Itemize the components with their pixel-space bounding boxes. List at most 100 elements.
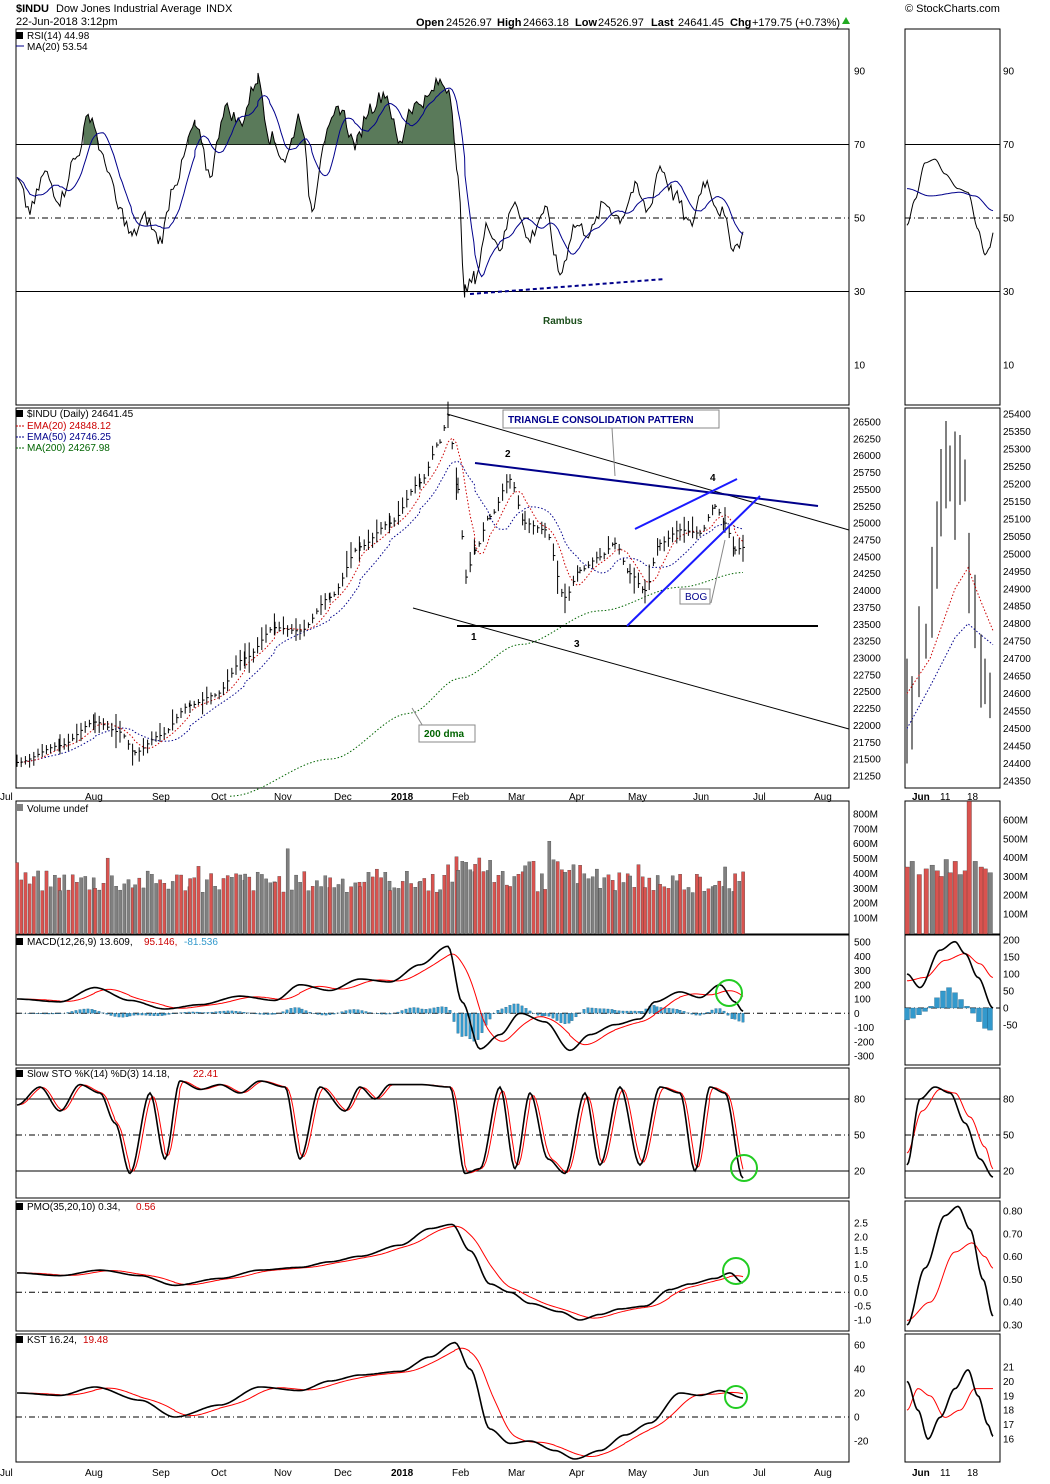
x-label-main: Jun — [693, 792, 709, 803]
x-label-bottom: May — [628, 1468, 647, 1479]
zoom-price-bars — [906, 420, 991, 764]
volume-bar — [563, 872, 567, 935]
macd-tick: 0 — [854, 1009, 860, 1020]
volume-bar — [277, 876, 282, 935]
volume-bar — [97, 889, 102, 935]
volume-bar — [126, 879, 131, 935]
volume-bar — [137, 877, 142, 935]
volume-bar — [606, 874, 611, 935]
macd-hist-bar — [206, 1012, 210, 1014]
price-tick: 25250 — [853, 502, 881, 513]
x-label-main: Jul — [753, 792, 766, 803]
price-zoom-tick: 24800 — [1003, 619, 1031, 630]
volume-bar — [426, 890, 431, 935]
macd-hist-bar — [563, 1013, 567, 1024]
price-zoom-tick: 24900 — [1003, 584, 1031, 595]
pmo-signal-line — [17, 1225, 744, 1319]
macd-hist-bar — [428, 1008, 432, 1014]
zoom-macd-hist-bar — [976, 1007, 982, 1022]
zoom-volume-bars — [904, 801, 993, 935]
pmo-zoom-tick: 0.40 — [1003, 1298, 1023, 1309]
kst-zoom-tick: 20 — [1003, 1377, 1015, 1388]
rsi-line — [16, 72, 744, 298]
x-label-main: Aug — [814, 792, 832, 803]
watermark: © StockCharts.com — [905, 3, 1000, 15]
volume-bar — [438, 889, 442, 935]
zoom-macd-hist-bar — [987, 1007, 993, 1031]
volume-bar — [658, 884, 662, 935]
macd-hist-bar — [388, 1013, 392, 1015]
volume-bar — [392, 887, 397, 935]
volume-bar — [336, 884, 341, 935]
macd-hist-bar — [500, 1008, 504, 1014]
volume-bar — [141, 887, 146, 935]
zoom-kst-signal-line — [906, 1388, 993, 1418]
zoom-volume-bar — [943, 859, 949, 935]
volume-bar — [560, 869, 564, 935]
price-zoom-tick: 24450 — [1003, 742, 1031, 753]
volume-bar — [422, 878, 427, 935]
volume-bar — [302, 871, 307, 935]
macd-zoom-tick: 50 — [1003, 987, 1015, 998]
rsi-zoom-ma-line — [906, 188, 994, 212]
macd-hist-bar — [376, 1013, 380, 1014]
macd-hist-bar — [324, 1013, 328, 1016]
volume-bar — [323, 875, 328, 935]
volume-bar — [383, 872, 388, 935]
macd-legend: MACD(12,26,9) 13.609, — [27, 937, 133, 948]
chart-header: $INDU Dow Jones Industrial Average INDX … — [16, 3, 1000, 29]
x-label-bottom: Apr — [569, 1468, 585, 1479]
zoom-ema50-line — [906, 623, 994, 729]
volume-bar — [19, 879, 24, 935]
macd-hist-bar — [47, 1013, 51, 1015]
zoom-sto-d-line — [906, 1088, 994, 1170]
volume-bar — [251, 890, 256, 935]
zoom-macd-hist-bar — [922, 1007, 928, 1012]
zoom-volume-bar — [957, 874, 963, 935]
volume-bar — [114, 886, 118, 935]
volume-bar — [460, 861, 465, 935]
kst-tick: 0 — [854, 1413, 860, 1424]
kst-highlight-circle — [724, 1385, 748, 1409]
volume-bar — [446, 864, 450, 935]
triangle-upper-line — [474, 462, 819, 507]
price-panel: TRIANGLE CONSOLIDATION PATTERN BOG 200 d… — [16, 401, 994, 797]
volume-bars — [15, 841, 745, 935]
volume-bar — [500, 871, 505, 935]
volume-bar — [409, 883, 413, 935]
volume-bar — [567, 870, 572, 935]
macd-hist-bar — [148, 1013, 152, 1016]
macd-hist-bar — [163, 1013, 167, 1016]
x-label-bottom: Feb — [452, 1468, 470, 1479]
volume-bar — [87, 889, 92, 935]
zoom-volume-bar — [923, 868, 929, 935]
macd-hist-bar — [109, 1013, 113, 1016]
macd-hist-bar — [304, 1010, 308, 1014]
volume-bar — [741, 871, 745, 935]
volume-bar — [205, 879, 209, 935]
volume-bar — [243, 873, 247, 935]
low-label: Low — [575, 17, 597, 29]
macd-hist-bar — [551, 1013, 555, 1019]
zoom-macd-line — [906, 940, 994, 1009]
price-zoom-tick: 25000 — [1003, 549, 1031, 560]
macd-hist-bar — [590, 1007, 594, 1014]
macd-hist-bar — [714, 1008, 718, 1014]
zoom-macd-hist-bar — [964, 1006, 970, 1009]
volume-bar — [473, 864, 477, 935]
zoom-macd-hist-bar — [916, 1007, 922, 1015]
macd-tick: -300 — [854, 1052, 874, 1063]
macd-hist-bar — [226, 1010, 230, 1014]
macd-hist-bar — [117, 1013, 121, 1018]
macd-hist-bar — [448, 1010, 452, 1014]
rsi-legend-swatch — [16, 32, 23, 39]
macd-hist-bar — [444, 1006, 448, 1014]
volume-bar — [586, 878, 591, 935]
volume-tick: 800M — [853, 810, 878, 821]
macd-line — [17, 945, 744, 1052]
macd-hist-bar — [555, 1013, 559, 1021]
volume-bar — [686, 887, 691, 935]
lower-channel-line — [412, 607, 850, 730]
volume-zoom-tick: 600M — [1003, 816, 1028, 827]
price-zoom-tick: 25050 — [1003, 532, 1031, 543]
